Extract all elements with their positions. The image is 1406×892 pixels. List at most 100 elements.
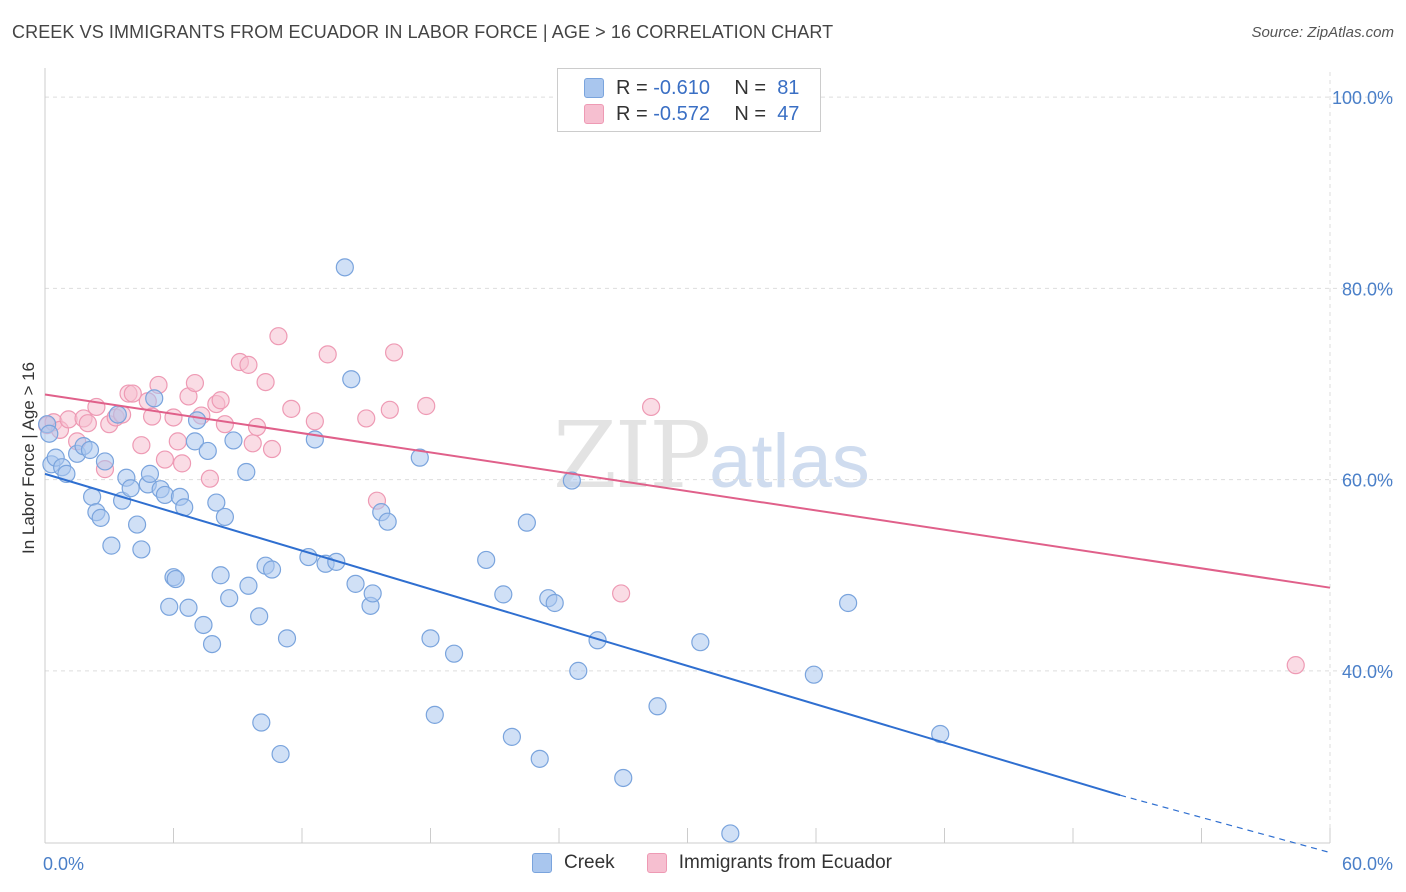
ecuador-point [215,415,234,434]
creek-point [421,629,440,648]
creek-point [335,258,354,277]
legend-creek-n: 81 [777,76,800,99]
creek-point [202,634,222,654]
creek-point [425,705,444,724]
ecuador-point [305,412,324,431]
ecuador-point [164,408,183,427]
creek-trend-line [44,472,1121,797]
creek-point [211,566,230,585]
ecuador-point [380,400,399,419]
creek-point [378,512,397,531]
ecuador-point [239,355,258,374]
ecuador-point [262,439,282,459]
source-credit: Source: ZipAtlas.com [1251,24,1394,41]
creek-point [108,405,127,424]
x-tick-label: 60.0% [1342,854,1393,874]
trend-lines [44,393,1331,854]
creek-point [839,593,858,613]
creek-point [545,593,564,613]
ecuador-point [269,327,288,346]
watermark-atlas: atlas [709,419,870,504]
creek-point [166,569,185,589]
creek-point [145,389,164,408]
ecuador-point [641,397,661,417]
creek-point [363,584,382,603]
creek-point [220,589,239,608]
creek-point [187,411,207,430]
y-tick-label: 60.0% [1342,471,1393,491]
creek-points [38,258,950,843]
creek-point [224,431,243,450]
creek-trend-extension [1119,794,1331,854]
creek-point [215,507,234,527]
creek-point [530,749,549,768]
ecuador-point [384,343,404,362]
creek-point [931,724,950,744]
ecuador-point [172,454,192,473]
ecuador-point [256,372,275,392]
creek-point [140,464,160,483]
legend-ecuador-n: 47 [777,102,800,125]
ecuador-point [123,384,142,403]
series-legend-creek[interactable]: Creek [532,852,615,874]
creek-point [277,629,297,648]
creek-point [132,540,151,559]
legend-r-label: R = [616,102,648,125]
ecuador-point [211,391,230,410]
creek-point [691,633,710,652]
creek-point [155,485,175,505]
creek-point [127,515,147,534]
legend-creek-r: -0.610 [653,76,710,99]
creek-point [40,424,59,443]
series-legend: Creek Immigrants from Ecuador [532,852,924,874]
creek-point [185,432,205,451]
correlation-legend: R = -0.610 N = 81 R = -0.572 N = 47 [557,68,821,132]
y-axis-label: In Labor Force | Age > 16 [19,362,38,554]
creek-point [194,615,213,635]
legend-ecuador-r: -0.572 [653,102,710,125]
creek-point [80,440,100,460]
grid-lines [45,72,1393,843]
creek-point [517,513,536,532]
creek-point [179,598,198,617]
creek-point [121,479,140,498]
ecuador-point [200,469,220,488]
chart-title: CREEK VS IMMIGRANTS FROM ECUADOR IN LABO… [12,22,834,42]
x-tick-label: 0.0% [43,854,84,874]
creek-point [588,631,607,650]
ecuador-trend-line [44,393,1331,589]
ecuador-point [318,345,337,364]
creek-point [91,508,110,527]
creek-point [160,597,179,616]
legend-n-label: N = [734,102,767,125]
series-legend-ecuador[interactable]: Immigrants from Ecuador [646,852,892,874]
creek-point [477,550,496,570]
legend-n-label: N = [734,76,767,99]
y-tick-label: 40.0% [1342,662,1393,682]
ecuador-point [168,432,187,451]
creek-swatch [584,78,604,98]
creek-point [562,471,581,490]
creek-point [83,487,102,506]
creek-point [271,744,290,764]
creek-point [250,607,269,626]
tick-labels: 40.0% 60.0% 80.0% 100.0% 0.0% 60.0% [43,88,1393,874]
legend-row-creek: R = -0.610 N = 81 [584,76,799,100]
ecuador-point [417,396,436,416]
creek-point [410,448,429,467]
creek-point [95,452,115,471]
creek-point [502,727,521,746]
ecuador-point [78,414,97,433]
ecuador-legend-label: Immigrants from Ecuador [678,852,892,873]
ecuador-points [38,327,1305,675]
creek-legend-swatch [532,853,552,873]
axes [44,68,1331,844]
creek-point [569,661,588,680]
ecuador-point [155,450,175,469]
creek-point [494,585,513,604]
creek-point [804,665,823,684]
creek-point [444,644,464,663]
legend-row-ecuador: R = -0.572 N = 47 [584,102,799,126]
y-tick-label: 80.0% [1342,279,1393,299]
